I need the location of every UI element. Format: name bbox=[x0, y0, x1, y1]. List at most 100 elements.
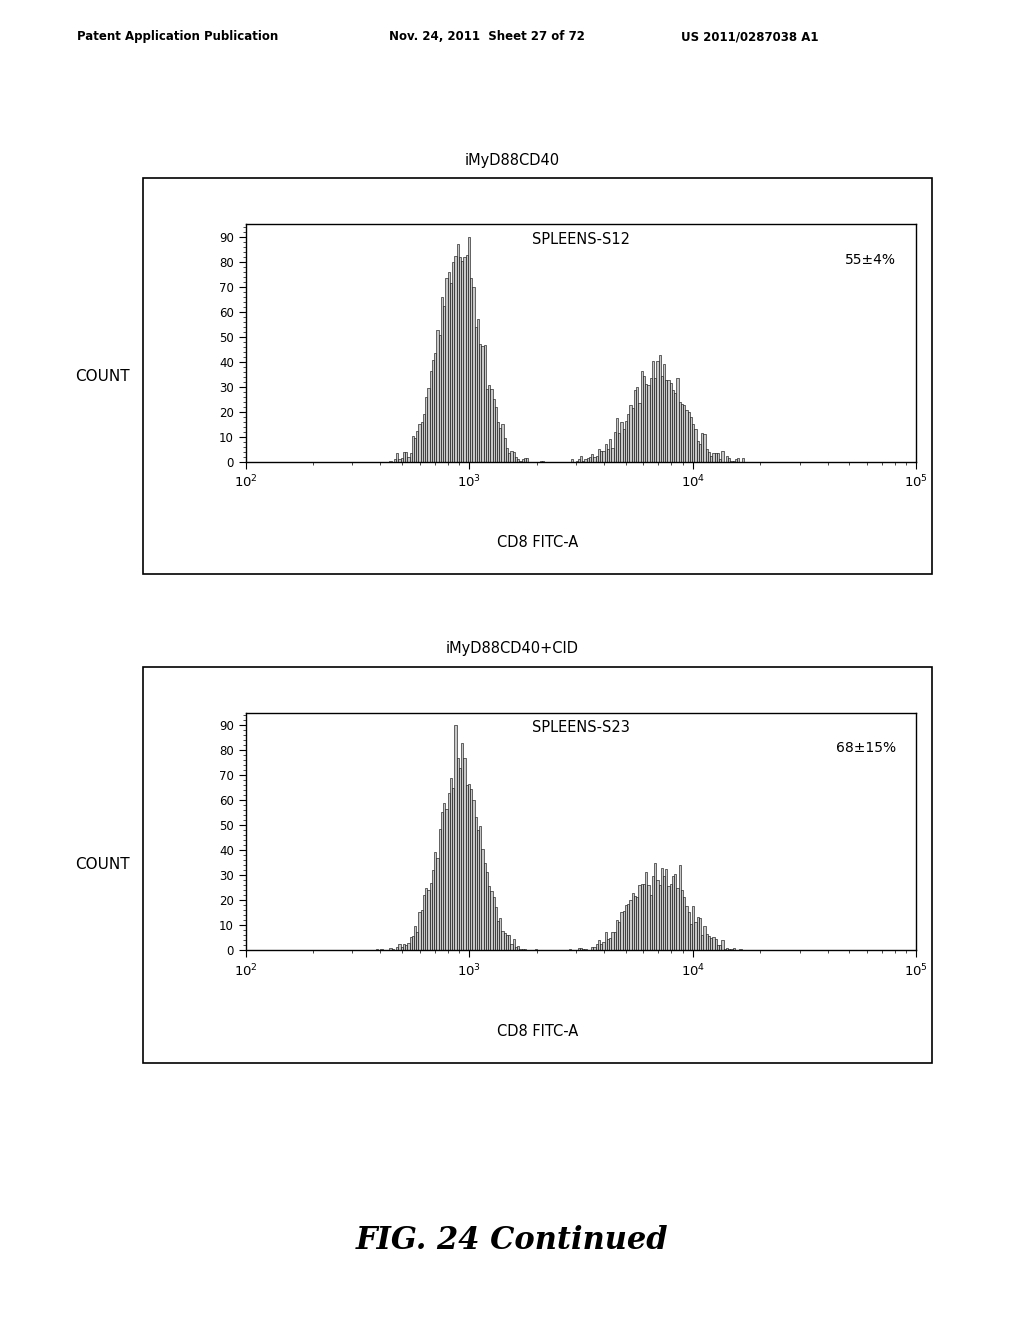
Bar bbox=[485, 389, 488, 462]
Bar bbox=[468, 236, 470, 462]
Bar bbox=[663, 364, 666, 462]
Bar bbox=[598, 449, 600, 462]
Bar bbox=[623, 911, 625, 950]
Bar bbox=[721, 940, 724, 950]
Bar bbox=[453, 263, 455, 462]
Text: CD8 FITC-A: CD8 FITC-A bbox=[497, 536, 579, 550]
Bar bbox=[672, 876, 674, 950]
Bar bbox=[591, 946, 594, 950]
Bar bbox=[578, 459, 580, 462]
Text: Nov. 24, 2011  Sheet 27 of 72: Nov. 24, 2011 Sheet 27 of 72 bbox=[389, 30, 585, 44]
Bar bbox=[477, 318, 479, 462]
Bar bbox=[717, 453, 719, 462]
Bar bbox=[591, 454, 594, 462]
Bar bbox=[694, 921, 696, 950]
Bar bbox=[677, 887, 679, 950]
Bar bbox=[706, 933, 708, 950]
Bar bbox=[481, 849, 483, 950]
Bar bbox=[717, 945, 719, 950]
Bar bbox=[394, 459, 396, 462]
Text: CD8 FITC-A: CD8 FITC-A bbox=[497, 1024, 579, 1039]
Bar bbox=[517, 459, 519, 462]
Bar bbox=[613, 932, 615, 950]
Bar bbox=[636, 898, 638, 950]
Bar bbox=[443, 306, 445, 462]
Bar bbox=[524, 458, 526, 462]
Bar bbox=[594, 457, 596, 462]
Bar bbox=[683, 405, 685, 462]
Bar bbox=[719, 945, 721, 950]
Bar bbox=[643, 884, 645, 950]
Bar bbox=[726, 455, 728, 462]
Bar bbox=[474, 327, 477, 462]
Bar bbox=[666, 380, 668, 462]
Bar bbox=[510, 944, 513, 950]
Bar bbox=[728, 458, 730, 462]
Bar bbox=[396, 453, 398, 462]
Bar bbox=[571, 459, 573, 462]
Bar bbox=[450, 284, 453, 462]
Bar bbox=[649, 378, 652, 462]
Text: SPLEENS-S12: SPLEENS-S12 bbox=[532, 231, 630, 247]
Bar bbox=[445, 279, 447, 462]
Bar bbox=[427, 890, 430, 950]
Bar bbox=[406, 945, 408, 950]
Bar bbox=[432, 870, 434, 950]
Bar bbox=[741, 458, 743, 462]
Bar bbox=[594, 946, 596, 950]
Bar bbox=[596, 455, 598, 462]
Bar bbox=[719, 459, 721, 462]
Bar bbox=[672, 391, 674, 462]
Bar bbox=[396, 946, 398, 950]
Bar bbox=[737, 458, 739, 462]
Bar bbox=[647, 385, 649, 462]
Bar bbox=[580, 455, 583, 462]
Bar bbox=[508, 935, 510, 950]
Bar bbox=[421, 909, 423, 950]
Bar bbox=[668, 380, 670, 462]
Bar bbox=[632, 408, 634, 462]
Bar bbox=[517, 946, 519, 950]
Bar bbox=[663, 876, 666, 950]
Bar bbox=[641, 371, 643, 462]
Bar bbox=[688, 412, 690, 462]
Bar bbox=[479, 343, 481, 462]
Bar bbox=[634, 896, 636, 950]
Bar bbox=[638, 403, 641, 462]
Bar bbox=[587, 458, 589, 462]
Text: US 2011/0287038 A1: US 2011/0287038 A1 bbox=[681, 30, 818, 44]
Bar bbox=[607, 940, 609, 950]
Bar bbox=[481, 346, 483, 462]
Bar bbox=[430, 883, 432, 950]
Bar bbox=[479, 826, 481, 950]
Bar bbox=[685, 411, 688, 462]
Bar bbox=[423, 414, 425, 462]
Bar bbox=[506, 935, 508, 950]
Bar bbox=[660, 376, 663, 462]
Bar bbox=[708, 936, 710, 950]
Bar bbox=[414, 927, 416, 950]
Bar bbox=[453, 788, 455, 950]
Bar bbox=[495, 407, 497, 462]
Text: COUNT: COUNT bbox=[75, 857, 130, 873]
Bar bbox=[713, 937, 715, 950]
Bar bbox=[674, 393, 677, 462]
Bar bbox=[493, 898, 495, 950]
Bar bbox=[447, 792, 450, 950]
Bar bbox=[630, 900, 632, 950]
Bar bbox=[398, 944, 400, 950]
Bar bbox=[645, 873, 647, 950]
Bar bbox=[681, 404, 683, 462]
Bar bbox=[447, 272, 450, 462]
Bar bbox=[688, 912, 690, 950]
Bar bbox=[710, 939, 713, 950]
Bar bbox=[455, 256, 457, 462]
Text: 68±15%: 68±15% bbox=[837, 742, 896, 755]
Bar bbox=[402, 451, 406, 462]
Bar bbox=[602, 941, 605, 950]
Bar bbox=[643, 376, 645, 462]
Bar bbox=[470, 279, 472, 462]
Bar bbox=[696, 441, 699, 462]
Bar bbox=[609, 939, 611, 950]
Bar bbox=[425, 887, 427, 950]
